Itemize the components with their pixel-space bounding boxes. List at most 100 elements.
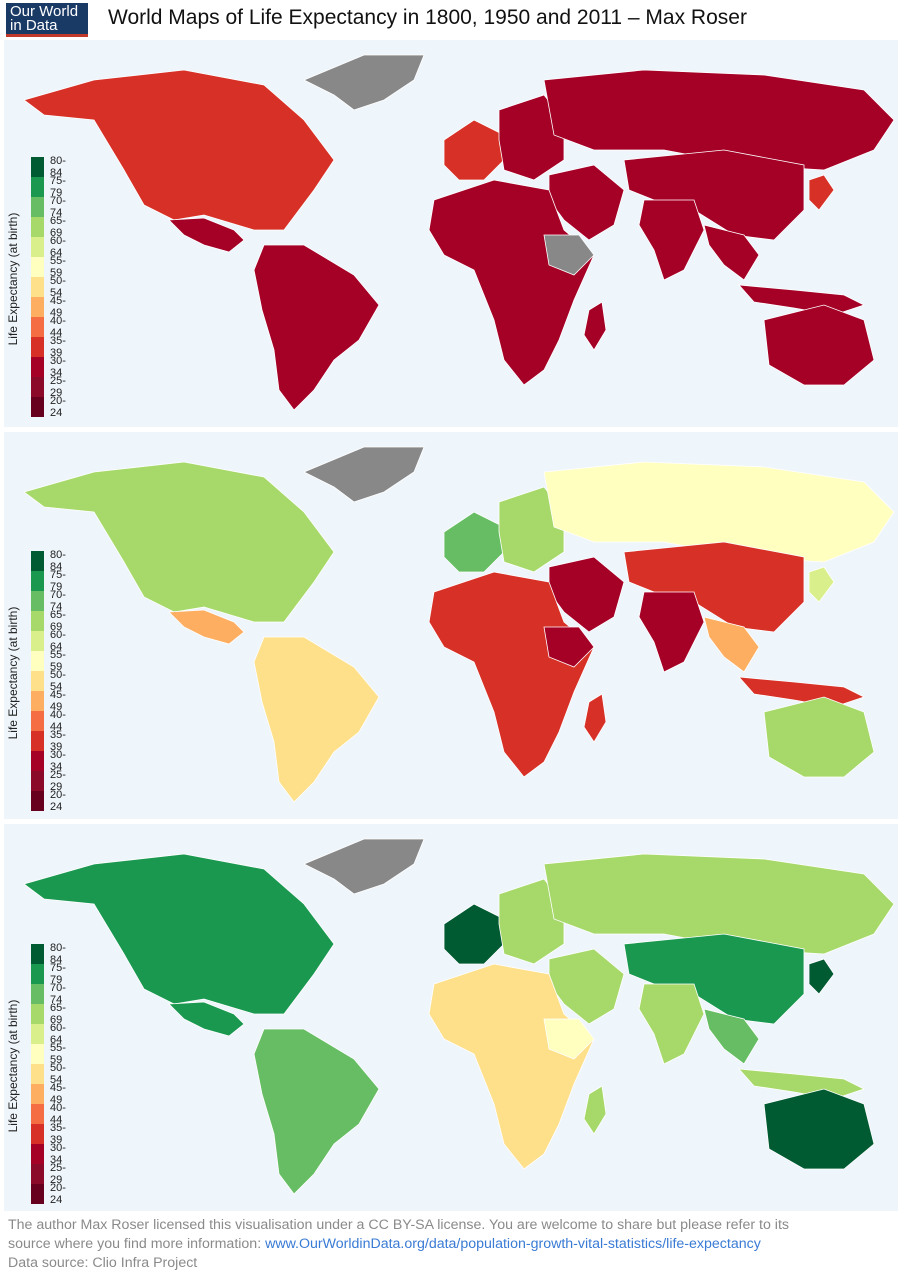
legend-item: 80-84 bbox=[31, 549, 78, 573]
region-indonesia[interactable] bbox=[738, 676, 866, 708]
legend-item: 40-44 bbox=[31, 315, 78, 339]
source-prefix: source where you find more information: bbox=[8, 1236, 266, 1252]
region-russia[interactable] bbox=[543, 461, 895, 563]
logo-line1: Our World bbox=[10, 3, 79, 20]
legend-swatch bbox=[31, 1064, 44, 1084]
legend-swatch bbox=[31, 357, 44, 377]
legend-swatch bbox=[31, 237, 44, 257]
legend-swatch bbox=[31, 791, 44, 811]
region-greenland[interactable] bbox=[303, 838, 425, 895]
legend-label: 80-84 bbox=[49, 549, 66, 573]
region-mexico[interactable] bbox=[168, 1001, 245, 1037]
legend-item: 30-34 bbox=[31, 749, 78, 773]
legend-item: 30-34 bbox=[31, 355, 78, 379]
region-indonesia[interactable] bbox=[738, 284, 866, 316]
legend-swatch bbox=[31, 277, 44, 297]
region-south-america[interactable] bbox=[253, 244, 380, 411]
region-horn-of-africa[interactable] bbox=[543, 626, 595, 668]
region-africa[interactable] bbox=[428, 963, 595, 1170]
region-madagascar[interactable] bbox=[583, 693, 607, 743]
map-panel-2011: Life Expectancy (at birth) 80-84 75-79 70-7… bbox=[4, 824, 898, 1211]
legend-swatch bbox=[31, 591, 44, 611]
region-asia[interactable] bbox=[623, 149, 805, 241]
legend-label: 70-74 bbox=[49, 982, 66, 1006]
legend-item: 80-84 bbox=[31, 155, 78, 179]
region-south-america[interactable] bbox=[253, 1028, 380, 1195]
legend-label: 50-54 bbox=[49, 275, 66, 299]
region-southeast-asia[interactable] bbox=[703, 616, 760, 673]
legend-swatch bbox=[31, 731, 44, 751]
region-north-america[interactable] bbox=[23, 853, 335, 1015]
legend-item: 20-24 bbox=[31, 1182, 78, 1206]
legend-item: 30-34 bbox=[31, 1142, 78, 1166]
legend-swatch bbox=[31, 217, 44, 237]
region-japan[interactable] bbox=[808, 566, 835, 603]
region-north-america[interactable] bbox=[23, 461, 335, 623]
legend-item: 65-69 bbox=[31, 609, 78, 633]
region-horn-of-africa[interactable] bbox=[543, 234, 595, 276]
legend-item: 35-39 bbox=[31, 1122, 78, 1146]
region-japan[interactable] bbox=[808, 174, 835, 211]
owid-logo[interactable]: Our World in Data bbox=[6, 3, 88, 37]
legend-swatch bbox=[31, 257, 44, 277]
legend-swatch bbox=[31, 1044, 44, 1064]
region-west-europe[interactable] bbox=[443, 119, 505, 181]
region-madagascar[interactable] bbox=[583, 301, 607, 351]
legend-label: 25-29 bbox=[49, 769, 66, 793]
region-india[interactable] bbox=[638, 983, 705, 1065]
region-southeast-asia[interactable] bbox=[703, 1008, 760, 1065]
legend-label: 45-49 bbox=[49, 295, 66, 319]
region-india[interactable] bbox=[638, 591, 705, 673]
region-southeast-asia[interactable] bbox=[703, 224, 760, 281]
region-indonesia[interactable] bbox=[738, 1068, 866, 1100]
region-west-europe[interactable] bbox=[443, 511, 505, 573]
region-russia[interactable] bbox=[543, 69, 895, 171]
legend-swatch bbox=[31, 1004, 44, 1024]
region-africa[interactable] bbox=[428, 179, 595, 386]
source-link[interactable]: www.OurWorldinData.org/data/population-g… bbox=[265, 1236, 761, 1252]
legend-label: 60-64 bbox=[49, 235, 66, 259]
region-mexico[interactable] bbox=[168, 609, 245, 645]
legend-swatch bbox=[31, 377, 44, 397]
region-madagascar[interactable] bbox=[583, 1085, 607, 1135]
legend-label: 40-44 bbox=[49, 709, 66, 733]
region-india[interactable] bbox=[638, 199, 705, 281]
region-asia[interactable] bbox=[623, 541, 805, 633]
legend-item: 75-79 bbox=[31, 962, 78, 986]
region-west-europe[interactable] bbox=[443, 903, 505, 965]
legend-item: 50-54 bbox=[31, 275, 78, 299]
legend-item: 35-39 bbox=[31, 729, 78, 753]
region-greenland[interactable] bbox=[303, 54, 425, 111]
legend-label: 25-29 bbox=[49, 1162, 66, 1186]
legend-swatch bbox=[31, 691, 44, 711]
region-australia[interactable] bbox=[763, 1088, 875, 1170]
legend-item: 45-49 bbox=[31, 689, 78, 713]
legend-item: 40-44 bbox=[31, 1102, 78, 1126]
legend-swatch bbox=[31, 984, 44, 1004]
legend-item: 45-49 bbox=[31, 1082, 78, 1106]
region-greenland[interactable] bbox=[303, 446, 425, 503]
legend-swatch bbox=[31, 964, 44, 984]
logo-line2: in Data bbox=[10, 17, 58, 34]
region-japan[interactable] bbox=[808, 958, 835, 995]
legend-swatch bbox=[31, 177, 44, 197]
region-australia[interactable] bbox=[763, 696, 875, 778]
legend-label: 65-69 bbox=[49, 609, 66, 633]
region-mexico[interactable] bbox=[168, 217, 245, 253]
legend-item: 75-79 bbox=[31, 175, 78, 199]
region-south-america[interactable] bbox=[253, 636, 380, 803]
region-north-america[interactable] bbox=[23, 69, 335, 231]
legend-label: 65-69 bbox=[49, 1002, 66, 1026]
world-map-1800 bbox=[23, 54, 895, 411]
legend-label: 75-79 bbox=[49, 962, 66, 986]
legend-item: 55-59 bbox=[31, 255, 78, 279]
legend-swatch bbox=[31, 771, 44, 791]
legend-label: 40-44 bbox=[49, 315, 66, 339]
legend-swatch bbox=[31, 551, 44, 571]
region-asia[interactable] bbox=[623, 933, 805, 1025]
region-russia[interactable] bbox=[543, 853, 895, 955]
region-horn-of-africa[interactable] bbox=[543, 1018, 595, 1060]
region-africa[interactable] bbox=[428, 571, 595, 778]
region-australia[interactable] bbox=[763, 304, 875, 386]
legend-label: 80-84 bbox=[49, 155, 66, 179]
